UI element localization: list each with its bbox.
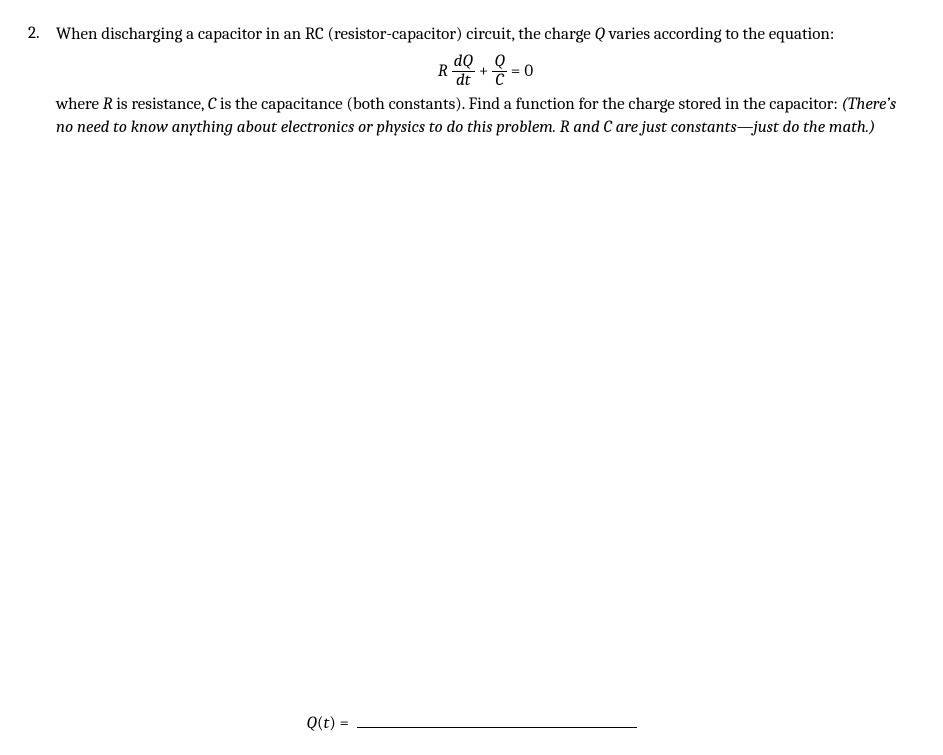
follow-c: is the capacitance (both constants). Fin…: [216, 95, 841, 114]
eqn-dt: dt: [454, 72, 473, 90]
problem-body: When discharging a capacitor in an RC (r…: [56, 24, 915, 140]
answer-blank[interactable]: [357, 710, 637, 728]
follow-R: R: [103, 95, 113, 114]
follow-b: is resistance,: [112, 95, 207, 114]
eqn-eq: =: [511, 62, 520, 81]
equation-row: R dQ dt + Q C = 0: [438, 53, 533, 90]
eqn-dq: dQ: [452, 53, 475, 71]
page: 2. When discharging a capacitor in an RC…: [0, 0, 943, 755]
answer-eq: =: [336, 714, 349, 733]
eqn-plus: +: [479, 62, 488, 81]
intro-var-q: Q: [594, 25, 605, 44]
answer-paren-t: (t): [317, 714, 336, 733]
eqn-C: C: [493, 72, 505, 90]
eqn-frac-qc: Q C: [492, 53, 507, 90]
answer-line: Q(t) =: [0, 710, 943, 733]
intro-text-b: varies according to the equation:: [605, 25, 834, 44]
problem-intro: When discharging a capacitor in an RC (r…: [56, 24, 915, 47]
eqn-frac-dqdt: dQ dt: [452, 53, 475, 90]
answer-Q: Q: [306, 714, 317, 733]
eqn-rhs: 0: [524, 62, 533, 81]
problem-2: 2. When discharging a capacitor in an RC…: [28, 24, 915, 140]
eqn-Q: Q: [492, 53, 507, 71]
follow-C: C: [208, 95, 216, 114]
problem-followup: where R is resistance, C is the capacita…: [56, 94, 915, 140]
equation: R dQ dt + Q C = 0: [56, 53, 915, 90]
problem-number: 2.: [28, 24, 56, 43]
intro-text-a: When discharging a capacitor in an RC (r…: [56, 25, 594, 44]
follow-a: where: [56, 95, 103, 114]
eqn-R: R: [438, 62, 448, 81]
answer-t: t: [323, 714, 329, 733]
